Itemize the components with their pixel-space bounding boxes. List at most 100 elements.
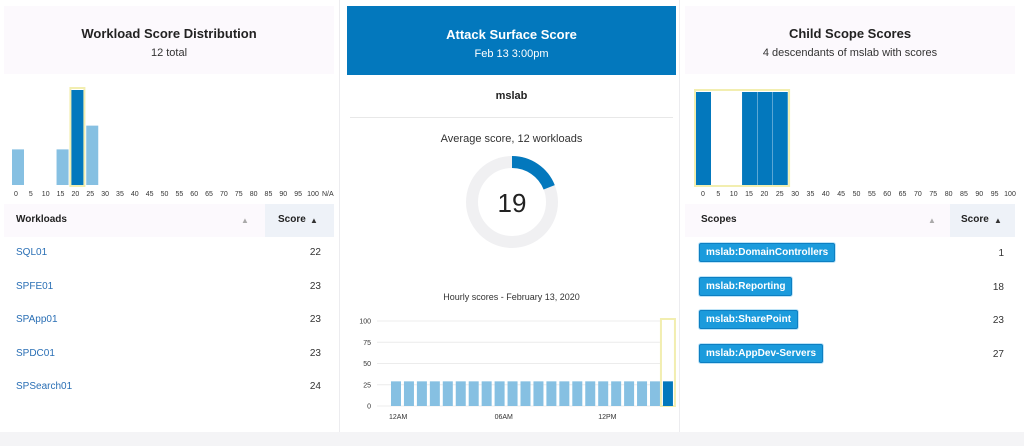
x-tick-label: 65 xyxy=(899,191,907,198)
score-value: 27 xyxy=(992,348,1004,360)
table-row[interactable]: mslab:Reporting 18 xyxy=(699,272,1004,306)
workloads-column-header[interactable]: Workloads xyxy=(16,214,67,225)
sort-icon[interactable]: ▲︎ xyxy=(928,216,936,225)
hourly-bar[interactable] xyxy=(429,381,440,406)
table-row[interactable]: SQL01 22 xyxy=(16,237,321,271)
x-tick-label: 45 xyxy=(837,191,845,198)
scope-chip[interactable]: mslab:Reporting xyxy=(699,276,793,296)
histogram-bar[interactable] xyxy=(71,90,84,185)
workload-distribution-chart[interactable]: 0 5 10 15 20 25 30 35 40 45 50 55 60 65 70 75 80 85 90 95 10… xyxy=(0,84,338,202)
child-panel-subtitle: 4 descendants of mslab with scores xyxy=(762,47,938,59)
x-tick-label: 0 xyxy=(701,191,705,198)
hourly-bar[interactable] xyxy=(455,381,466,406)
child-panel-title: Child Scope Scores xyxy=(788,26,912,41)
score-value: 23 xyxy=(309,347,321,359)
scopes-column-header[interactable]: Scopes xyxy=(701,214,737,225)
x-tick-label: 06AM xyxy=(495,414,513,421)
scope-chip[interactable]: mslab:SharePoint xyxy=(699,310,799,329)
attack-surface-panel: Attack Surface Score Feb 13 3:00pm mslab… xyxy=(339,0,680,432)
hourly-bar[interactable] xyxy=(559,381,570,406)
x-tick-label: 75 xyxy=(235,191,243,198)
x-tick-label: 12AM xyxy=(389,414,407,421)
hourly-bar[interactable] xyxy=(403,381,414,406)
hourly-bar[interactable] xyxy=(572,381,583,406)
histogram-bar[interactable] xyxy=(86,125,99,185)
x-tick-label: 12PM xyxy=(598,414,616,421)
hourly-bar[interactable] xyxy=(416,381,427,406)
x-tick-label: 65 xyxy=(205,191,213,198)
table-row[interactable]: SPFE01 23 xyxy=(16,271,321,305)
hourly-chart-title: Hourly scores - February 13, 2020 xyxy=(443,292,580,302)
table-row[interactable]: SPApp01 23 xyxy=(16,304,321,338)
workload-link[interactable]: SPSearch01 xyxy=(16,381,73,392)
hourly-bar[interactable] xyxy=(624,381,635,406)
scope-bar[interactable] xyxy=(772,92,788,185)
scope-bar[interactable] xyxy=(757,92,773,185)
x-tick-label: 45 xyxy=(146,191,154,198)
hourly-bar[interactable] xyxy=(611,381,622,406)
hourly-bar[interactable] xyxy=(494,381,505,406)
hourly-scores-chart[interactable]: 0 25 50 75 100 12AM 06AM 12PM xyxy=(340,308,681,426)
scope-name: mslab xyxy=(495,90,528,102)
score-value: 22 xyxy=(309,247,321,258)
hourly-bar[interactable] xyxy=(468,381,479,406)
x-tick-label: 100 xyxy=(1004,191,1016,198)
y-tick-label: 0 xyxy=(367,404,371,411)
score-value: 18 xyxy=(992,281,1004,293)
x-tick-label: 85 xyxy=(960,191,968,198)
sort-icon[interactable]: ▲︎ xyxy=(241,216,249,225)
score-value: 24 xyxy=(309,381,321,392)
hourly-bar[interactable] xyxy=(662,381,673,406)
workload-score-panel: Workload Score Distribution 12 total 0 5 1… xyxy=(0,0,338,432)
workload-table-header: Workloads ▲︎ Score ▲ xyxy=(4,204,334,237)
hourly-bar[interactable] xyxy=(585,381,596,406)
x-tick-label: 40 xyxy=(131,191,139,198)
hourly-bar[interactable] xyxy=(546,381,557,406)
x-tick-label: 100 xyxy=(307,191,319,198)
workload-panel-header: Workload Score Distribution 12 total xyxy=(4,6,334,74)
workload-panel-title: Workload Score Distribution xyxy=(81,26,257,41)
table-row[interactable]: SPSearch01 24 xyxy=(16,371,321,405)
table-row[interactable]: mslab:DomainControllers 1 xyxy=(699,238,1004,272)
scope-bar[interactable] xyxy=(742,92,758,185)
child-scope-chart[interactable]: 0 5 10 15 20 25 30 35 40 45 50 55 60 65 70 75 80 85 90 95 10… xyxy=(681,84,1024,202)
hourly-bar[interactable] xyxy=(650,381,660,406)
child-panel-header: Child Scope Scores 4 descendants of msla… xyxy=(685,6,1015,74)
histogram-bar[interactable] xyxy=(12,149,24,185)
hourly-bar[interactable] xyxy=(533,381,544,406)
dashboard: Workload Score Distribution 12 total 0 5 1… xyxy=(0,0,1024,432)
hourly-bar[interactable] xyxy=(507,381,518,406)
x-tick-label: 70 xyxy=(914,191,922,198)
workload-link[interactable]: SPFE01 xyxy=(16,280,54,292)
scope-chip[interactable]: mslab:DomainControllers xyxy=(699,243,836,262)
histogram-bar[interactable] xyxy=(56,149,69,185)
score-column-header[interactable]: Score ▲ xyxy=(265,204,334,237)
hourly-bar[interactable] xyxy=(520,381,531,406)
workload-link[interactable]: SQL01 xyxy=(16,247,48,258)
x-tick-label: 0 xyxy=(14,191,18,198)
score-value: 23 xyxy=(309,280,321,292)
hourly-bar[interactable] xyxy=(442,381,453,406)
hourly-bar[interactable] xyxy=(391,381,401,406)
score-column-header[interactable]: Score ▲ xyxy=(950,204,1015,237)
x-tick-label: 95 xyxy=(294,191,302,198)
x-tick-label: 85 xyxy=(265,191,273,198)
average-score-label: Average score, 12 workloads xyxy=(440,133,583,145)
x-tick-label: 35 xyxy=(116,191,124,198)
scope-chip[interactable]: mslab:AppDev-Servers xyxy=(699,343,824,363)
x-tick-label: 5 xyxy=(716,191,720,198)
workload-link[interactable]: SPDC01 xyxy=(16,347,55,359)
scope-bar[interactable] xyxy=(696,92,711,185)
x-tick-label: 60 xyxy=(190,191,198,198)
table-row[interactable]: mslab:AppDev-Servers 27 xyxy=(699,339,1004,373)
x-tick-label: 55 xyxy=(175,191,183,198)
hourly-bar[interactable] xyxy=(481,381,492,406)
attack-panel-header: Attack Surface Score Feb 13 3:00pm xyxy=(347,6,676,75)
hourly-bar[interactable] xyxy=(637,381,648,406)
hourly-bar[interactable] xyxy=(598,381,609,406)
x-tick-label: 75 xyxy=(929,191,937,198)
table-row[interactable]: mslab:SharePoint 23 xyxy=(699,305,1004,339)
workload-link[interactable]: SPApp01 xyxy=(16,314,58,325)
table-row[interactable]: SPDC01 23 xyxy=(16,338,321,372)
workload-panel-subtitle: 12 total xyxy=(150,47,188,59)
